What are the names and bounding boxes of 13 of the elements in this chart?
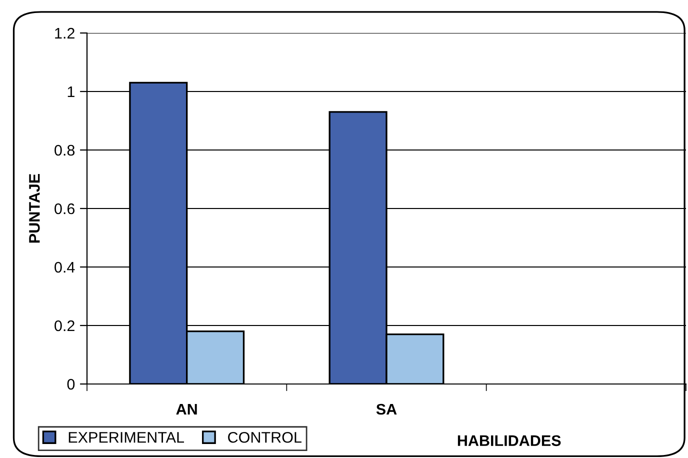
y-tick-label: 0.2	[54, 320, 74, 332]
x-axis-title: HABILIDADES	[458, 435, 561, 446]
legend-label: CONTROL	[228, 432, 302, 443]
x-tick-label: SA	[376, 404, 397, 415]
y-axis-title: PUNTAJE	[29, 174, 40, 243]
y-tick-label: 0.6	[54, 203, 75, 214]
y-tick-label: 0.8	[54, 144, 75, 156]
y-tick-label: 1	[68, 86, 74, 98]
y-tick-label: 1.2	[55, 28, 74, 39]
legend-label: EXPERIMENTAL	[68, 432, 184, 443]
x-tick-label: AN	[176, 404, 197, 415]
y-tick-label: 0.4	[54, 262, 75, 273]
y-tick-label: 0	[67, 378, 75, 390]
